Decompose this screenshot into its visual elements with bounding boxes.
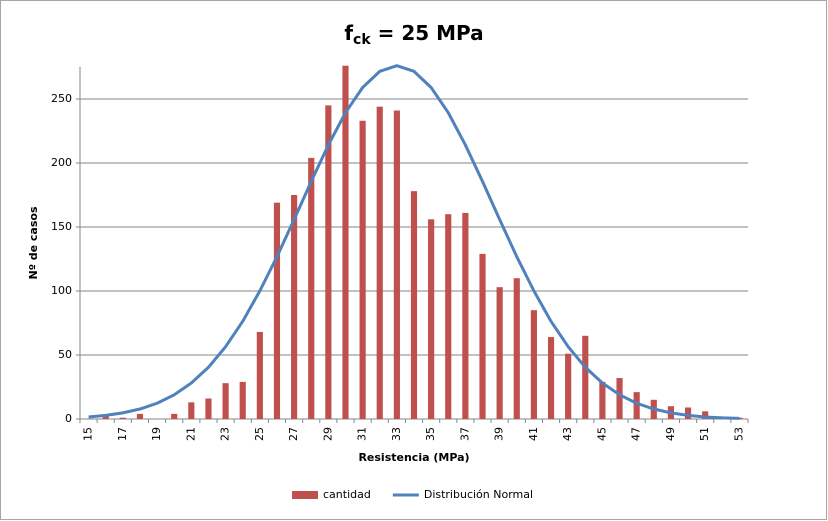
x-tick-label: 51: [698, 427, 711, 441]
bar: [325, 105, 332, 420]
x-tick-label: 19: [150, 427, 163, 441]
bar: [599, 381, 606, 419]
x-tick-label: 31: [356, 427, 369, 441]
bar: [308, 157, 315, 419]
x-tick-label: 39: [493, 427, 506, 441]
bar: [616, 378, 623, 419]
x-tick-label: 29: [321, 427, 334, 441]
x-tick-label: 49: [664, 427, 677, 441]
bar: [702, 411, 709, 419]
bar: [205, 398, 212, 419]
legend-label: Distribución Normal: [424, 488, 533, 501]
x-tick-label: 23: [219, 427, 232, 441]
x-tick-label: 37: [458, 427, 471, 441]
x-tick-label: 27: [287, 427, 300, 441]
x-tick-label: 17: [116, 427, 129, 441]
x-tick-label: 41: [527, 427, 540, 441]
line: [88, 64, 740, 420]
y-axis-label: Nº de casos: [27, 206, 40, 279]
bar: [582, 335, 589, 419]
x-tick-label: 45: [595, 427, 608, 441]
bar: [496, 287, 503, 419]
bar: [547, 337, 555, 419]
bar: [222, 383, 229, 419]
bar: [239, 381, 246, 419]
x-tick-label: 25: [253, 427, 266, 441]
bar: [684, 407, 692, 419]
bar: [393, 110, 400, 420]
x-tick-label: 43: [561, 427, 574, 441]
y-tick-label: 200: [51, 156, 72, 169]
bar: [410, 191, 418, 419]
legend-label: cantidad: [323, 488, 371, 501]
x-tick-label: 21: [184, 427, 197, 441]
bar: [633, 392, 640, 419]
bar: [171, 413, 178, 419]
bar: [462, 212, 469, 419]
bar: [342, 65, 349, 419]
bar: [376, 106, 383, 420]
bar: [273, 202, 281, 419]
x-tick-label: 35: [424, 427, 437, 441]
title-rest: = 25 MPa: [371, 21, 484, 45]
y-tick-label: 250: [51, 92, 72, 105]
x-tick-label: 15: [82, 427, 95, 441]
title-main: f: [344, 21, 353, 45]
bar: [102, 416, 109, 419]
bar: [359, 120, 366, 419]
bar: [428, 219, 435, 419]
bar: [513, 278, 520, 419]
x-tick-label: 33: [390, 427, 403, 441]
bar: [119, 417, 126, 419]
bar: [291, 195, 298, 419]
y-tick-label: 0: [65, 412, 72, 425]
legend-swatch: [292, 491, 318, 499]
bar: [445, 214, 452, 419]
y-tick-label: 100: [51, 284, 72, 297]
bar: [256, 331, 263, 419]
bar: [565, 353, 572, 419]
y-tick-label: 150: [51, 220, 72, 233]
x-tick-label: 47: [630, 427, 643, 441]
bar: [188, 402, 195, 419]
title-subscript: ck: [353, 32, 371, 48]
y-tick-label: 50: [58, 348, 72, 361]
chart-title: fck = 25 MPa: [344, 21, 483, 49]
x-axis-label: Resistencia (MPa): [358, 451, 469, 464]
x-tick-label: 53: [732, 427, 745, 441]
bar: [479, 253, 486, 419]
bar: [530, 310, 537, 419]
bar: [136, 413, 144, 419]
